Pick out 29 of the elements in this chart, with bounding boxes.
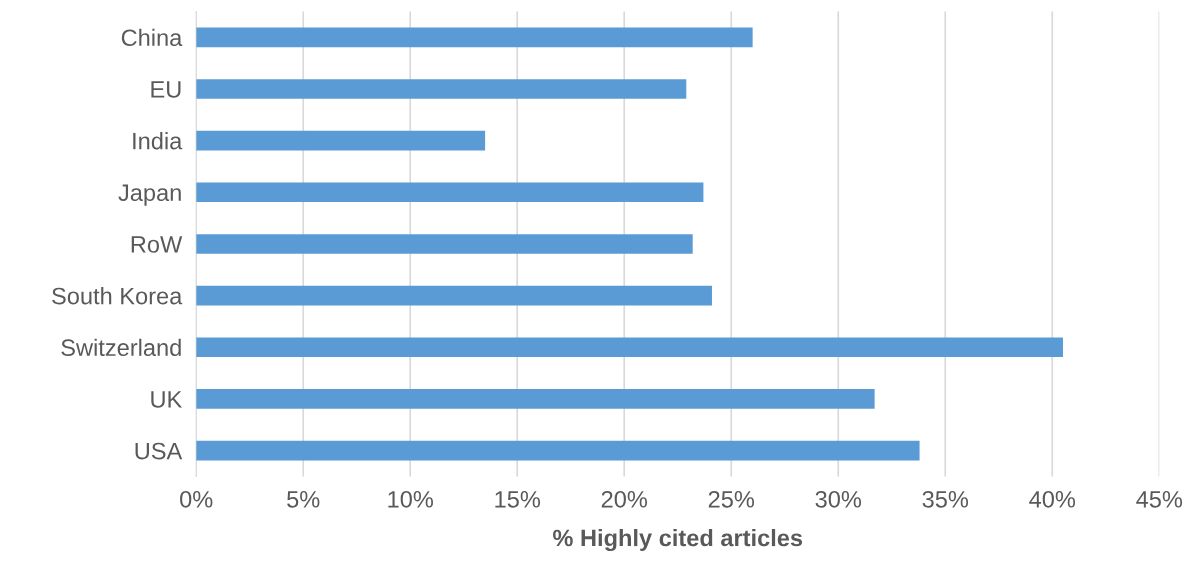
x-tick-label: 35% (922, 490, 969, 508)
y-tick-label: RoW (131, 236, 183, 253)
bar (196, 285, 712, 306)
x-tick-label: 5% (287, 491, 320, 508)
bar (196, 440, 920, 461)
y-tick-label: USA (135, 442, 183, 460)
bar (196, 27, 753, 48)
bar (196, 79, 687, 99)
x-tick-label: 25% (708, 490, 755, 508)
x-tick-label: 40% (1029, 490, 1076, 508)
y-tick-label: India (133, 132, 183, 150)
x-tick-label: 15% (495, 491, 540, 508)
bar (196, 182, 704, 203)
bar (196, 389, 875, 409)
x-axis-title: % Highly cited articles (553, 528, 803, 552)
y-tick-label: EU (151, 81, 181, 98)
x-tick-label: 20% (601, 490, 648, 508)
bar (196, 337, 1063, 358)
y-tick-label: UK (151, 391, 183, 408)
x-tick-label: 0% (180, 490, 213, 508)
bar (196, 234, 693, 254)
x-tick-label: 30% (815, 490, 862, 508)
y-tick-label: Switzerland (61, 338, 181, 357)
bar (196, 130, 486, 151)
y-tick-label: South Korea (52, 287, 183, 305)
x-tick-label: 45% (1136, 491, 1183, 508)
y-tick-label: Japan (118, 184, 181, 206)
x-tick-label: 10% (388, 490, 433, 508)
y-tick-label: China (121, 28, 183, 47)
